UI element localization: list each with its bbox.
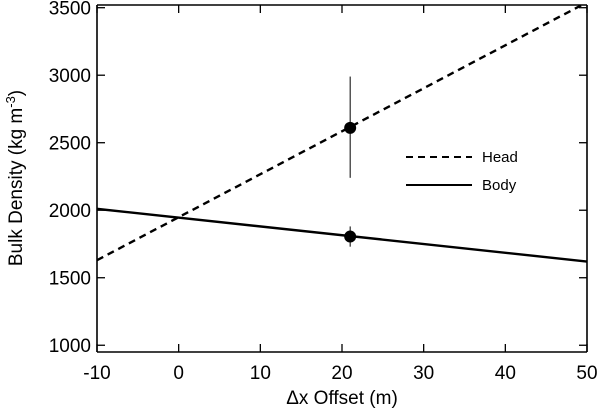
body-point bbox=[344, 230, 357, 243]
legend: Head Body bbox=[406, 149, 518, 194]
x-tick-label: 30 bbox=[413, 363, 434, 384]
x-tick-label: 40 bbox=[495, 363, 516, 384]
x-tick-label: 20 bbox=[331, 363, 352, 384]
x-tick-label: -10 bbox=[83, 363, 110, 384]
x-tick-label: 0 bbox=[173, 363, 184, 384]
x-axis-title: Δx Offset (m) bbox=[286, 388, 398, 409]
y-tick-label: 2500 bbox=[49, 134, 91, 155]
y-axis-title-close: ) bbox=[6, 90, 27, 96]
legend-body-label: Body bbox=[482, 177, 517, 194]
y-tick-label: 2000 bbox=[49, 201, 91, 222]
y-axis-title: Bulk Density (kg m-3) bbox=[3, 90, 27, 266]
x-tick-label: 10 bbox=[250, 363, 271, 384]
series bbox=[97, 5, 587, 263]
y-tick-label: 3500 bbox=[49, 0, 91, 20]
y-axis-title-sup: -3 bbox=[3, 96, 18, 108]
y-axis-title-main: Bulk Density (kg m bbox=[6, 108, 27, 266]
y-tick-label: 1500 bbox=[49, 269, 91, 290]
head-point bbox=[344, 121, 357, 134]
tick-labels: -10 0 10 20 30 40 50 1000 1500 2000 2500 3000 3500 bbox=[49, 0, 598, 384]
y-tick-label: 1000 bbox=[49, 336, 91, 357]
head-line bbox=[97, 5, 585, 262]
legend-head-label: Head bbox=[482, 149, 518, 166]
x-tick-label: 50 bbox=[576, 363, 597, 384]
body-line bbox=[97, 207, 587, 263]
y-tick-label: 3000 bbox=[49, 66, 91, 87]
